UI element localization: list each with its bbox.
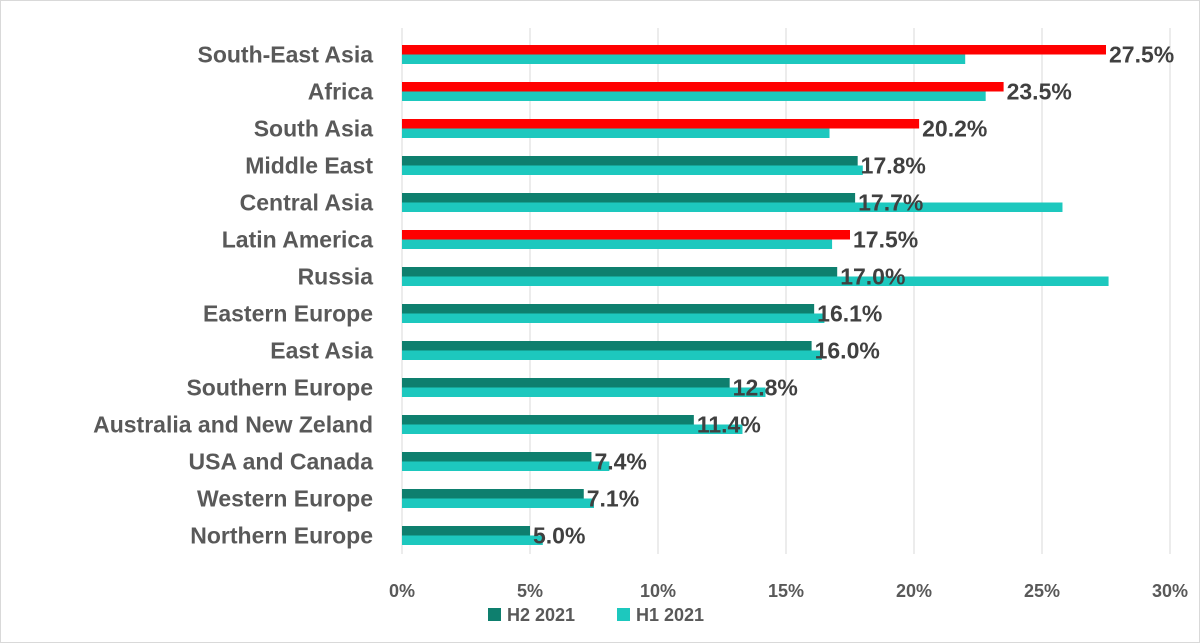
bar-h1-2021 [402,313,825,323]
value-labels: 27.5% 23.5% 20.2% 17.8% 17.7% 17.5% 17.0% 16.1%… [533,42,1174,549]
bar-h1-2021 [402,535,543,545]
x-tick-label: 0% [389,581,415,601]
x-tick-label: 5% [517,581,543,601]
bar-h2-2021 [402,156,858,166]
category-label: Australia and New Zeland [93,412,373,438]
legend: H2 2021 H1 2021 [488,605,704,625]
category-label: South-East Asia [197,42,373,68]
bar-h1-2021 [402,202,1063,212]
bar-h2-2021 [402,452,592,462]
legend-label-h1-2021: H1 2021 [636,605,704,625]
category-label: Western Europe [197,486,373,512]
x-tick-label: 25% [1024,581,1060,601]
bar-h2-2021 [402,82,1004,92]
bar-h2-2021 [402,526,530,536]
x-tick-label: 10% [640,581,676,601]
data-label: 17.0% [840,264,905,290]
bar-h2-2021 [402,45,1106,55]
data-label: 23.5% [1007,79,1072,105]
bar-h2-2021 [402,304,815,314]
bars [402,45,1109,545]
x-tick-label: 20% [896,581,932,601]
bar-h2-2021 [402,415,694,425]
category-label: USA and Canada [189,449,374,475]
data-label: 7.1% [587,486,639,512]
data-label: 16.1% [817,301,882,327]
bar-h2-2021 [402,193,856,203]
bar-h1-2021 [402,54,966,64]
legend-swatch-h1-2021 [617,608,630,621]
bar-h1-2021 [402,239,833,249]
category-label: Africa [308,79,373,105]
bar-h2-2021 [402,119,920,129]
data-label: 7.4% [594,449,646,475]
category-label: Southern Europe [186,375,373,401]
category-label: Central Asia [240,190,374,216]
gridlines [401,28,1171,554]
data-label: 17.5% [853,227,918,253]
bar-h1-2021 [402,350,822,360]
category-label: Eastern Europe [203,301,373,327]
bar-h1-2021 [402,387,766,397]
category-label: Middle East [245,153,373,179]
bar-h1-2021 [402,461,610,471]
bar-h2-2021 [402,230,850,240]
data-label: 5.0% [533,523,585,549]
data-label: 16.0% [815,338,880,364]
bar-h2-2021 [402,378,730,388]
data-label: 20.2% [922,116,987,142]
bar-h1-2021 [402,165,863,175]
category-label: South Asia [254,116,373,142]
bar-h2-2021 [402,341,812,351]
category-label: East Asia [270,338,373,364]
bar-h1-2021 [402,128,830,138]
bar-h2-2021 [402,489,584,499]
category-label: Northern Europe [190,523,373,549]
data-label: 17.7% [858,190,923,216]
category-labels: South-East Asia Africa South Asia Middle Ea… [93,42,373,549]
legend-swatch-h2-2021 [488,608,501,621]
x-axis-ticks: 0% 5% 10% 15% 20% 25% 30% [389,581,1188,601]
category-label: Russia [298,264,374,290]
bar-h1-2021 [402,276,1109,286]
data-label: 12.8% [733,375,798,401]
x-tick-label: 15% [768,581,804,601]
bar-h1-2021 [402,91,986,101]
data-label: 11.4% [697,412,761,438]
bar-h1-2021 [402,498,594,508]
category-label: Latin America [222,227,373,253]
data-label: 17.8% [861,153,926,179]
x-tick-label: 30% [1152,581,1188,601]
legend-label-h2-2021: H2 2021 [507,605,575,625]
data-label: 27.5% [1109,42,1174,68]
bar-h2-2021 [402,267,838,277]
bar-h1-2021 [402,424,743,434]
